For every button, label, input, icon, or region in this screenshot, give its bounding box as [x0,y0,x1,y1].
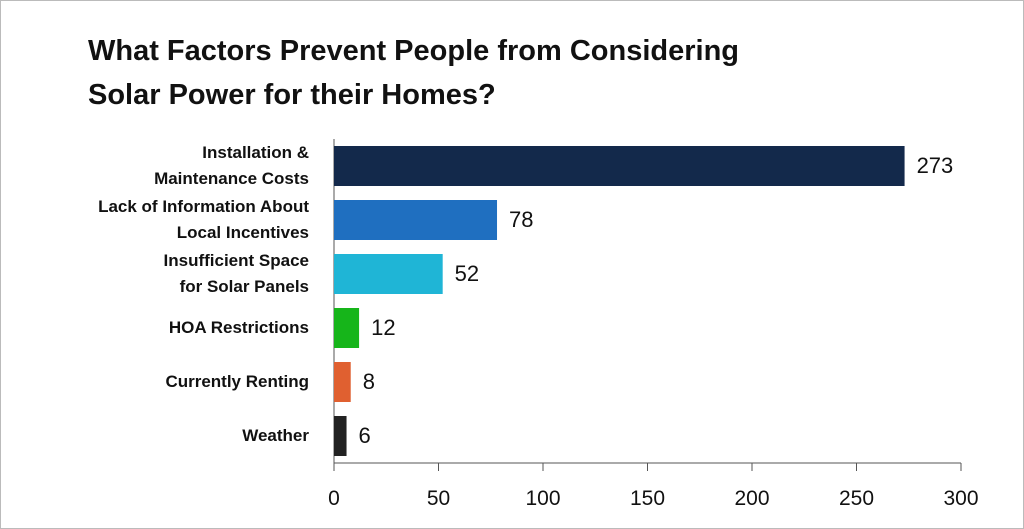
y-tick-label: Lack of Information About Local Incentiv… [98,197,309,242]
x-tick-label: 250 [838,487,875,510]
bar [334,254,443,294]
x-tick-label: 300 [943,487,979,510]
y-tick-label: Currently Renting [165,372,309,391]
x-tick-label: 200 [734,487,770,510]
value-label: 12 [371,315,396,340]
bar [334,416,347,456]
value-label: 6 [358,423,371,448]
y-tick-label: Weather [242,426,309,445]
value-label: 52 [454,261,480,286]
x-tick-label: 150 [629,487,666,510]
bar [334,362,351,402]
y-tick-label: Installation & Maintenance Costs [154,143,309,188]
bar [334,146,905,186]
bar [334,308,360,348]
bar [334,200,498,240]
y-tick-label: HOA Restrictions [168,318,309,337]
value-label: 78 [509,207,534,232]
y-tick-label: Insufficient Space for Solar Panels [163,251,309,296]
value-label: 8 [362,369,375,394]
x-tick-label: 50 [426,487,451,510]
x-tick-label: 100 [525,487,561,510]
x-tick-label: 0 [328,487,340,510]
chart-title: What Factors Prevent People from Conside… [88,35,739,111]
value-label: 273 [916,153,954,178]
